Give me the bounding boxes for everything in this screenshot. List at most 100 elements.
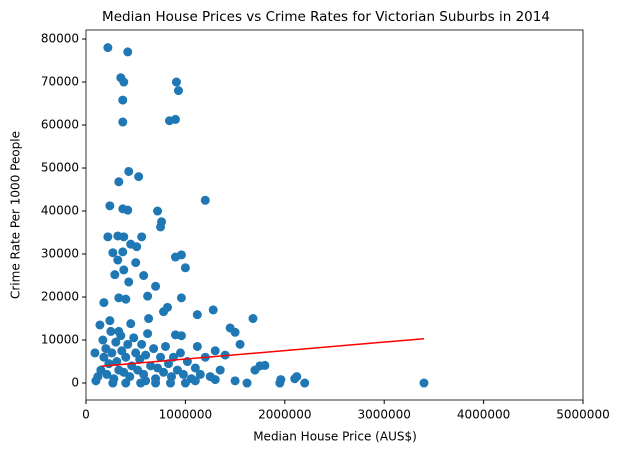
scatter-point bbox=[195, 369, 205, 379]
scatter-point bbox=[178, 369, 188, 379]
y-tick-label: 10000 bbox=[41, 333, 79, 347]
scatter-point bbox=[108, 378, 118, 388]
scatter-point bbox=[192, 341, 202, 351]
scatter-point bbox=[121, 294, 131, 304]
scatter-point bbox=[112, 357, 122, 367]
scatter-point bbox=[292, 372, 302, 382]
scatter-point bbox=[102, 369, 112, 379]
scatter-point bbox=[119, 232, 129, 242]
scatter-point bbox=[176, 293, 186, 303]
y-tick-label: 40000 bbox=[41, 204, 79, 218]
y-tick-label: 60000 bbox=[41, 118, 79, 132]
scatter-point bbox=[149, 344, 159, 354]
scatter-point bbox=[137, 339, 147, 349]
scatter-point bbox=[153, 206, 163, 216]
scatter-point bbox=[156, 222, 166, 232]
scatter-point bbox=[165, 378, 175, 388]
scatter-point bbox=[103, 232, 113, 242]
scatter-point bbox=[98, 335, 108, 345]
scatter-point bbox=[123, 47, 133, 57]
scatter-point bbox=[143, 329, 153, 339]
scatter-point bbox=[175, 348, 185, 358]
scatter-point bbox=[110, 270, 120, 280]
scatter-point bbox=[106, 326, 116, 336]
scatter-point bbox=[104, 359, 114, 369]
scatter-point bbox=[210, 346, 220, 356]
scatter-point bbox=[121, 352, 131, 362]
scatter-point bbox=[141, 350, 151, 360]
scatter-point bbox=[260, 360, 270, 370]
scatter-point bbox=[99, 298, 109, 308]
scatter-point bbox=[126, 319, 136, 329]
y-tick-label: 70000 bbox=[41, 75, 79, 89]
scatter-point bbox=[129, 333, 139, 343]
scatter-point bbox=[170, 114, 180, 124]
scatter-point bbox=[131, 258, 141, 268]
scatter-point bbox=[300, 378, 310, 388]
scatter-point bbox=[173, 86, 183, 96]
scatter-point bbox=[131, 348, 141, 358]
regression-line bbox=[100, 337, 425, 367]
scatter-point bbox=[134, 172, 144, 182]
scatter-point bbox=[114, 326, 124, 336]
scatter-point bbox=[108, 248, 118, 258]
scatter-point bbox=[151, 378, 161, 388]
scatter-point bbox=[200, 195, 210, 205]
scatter-point bbox=[141, 376, 151, 386]
x-tick-label: 2000000 bbox=[258, 408, 311, 422]
x-tick-label: 5000000 bbox=[556, 408, 609, 422]
y-axis-label: Crime Rate Per 1000 People bbox=[9, 131, 23, 299]
y-tick-label: 30000 bbox=[41, 247, 79, 261]
x-tick-label: 4000000 bbox=[457, 408, 510, 422]
y-tick-label: 0 bbox=[71, 376, 79, 390]
scatter-point bbox=[161, 341, 171, 351]
scatter-point bbox=[139, 271, 149, 281]
scatter-point bbox=[159, 307, 169, 317]
scatter-point bbox=[248, 314, 258, 324]
scatter-point bbox=[144, 314, 154, 324]
scatter-point bbox=[159, 367, 169, 377]
scatter-point bbox=[113, 255, 123, 265]
x-tick-label: 1000000 bbox=[159, 408, 212, 422]
plot-frame bbox=[85, 29, 584, 401]
scatter-point bbox=[137, 232, 147, 242]
scatter-point bbox=[118, 95, 128, 105]
scatter-point bbox=[114, 293, 124, 303]
scatter-point bbox=[90, 348, 100, 358]
scatter-point bbox=[123, 339, 133, 349]
scatter-point bbox=[176, 331, 186, 341]
scatter-point bbox=[99, 352, 109, 362]
scatter-point bbox=[123, 205, 133, 215]
scatter-point bbox=[103, 43, 113, 53]
scatter-point bbox=[118, 247, 128, 257]
scatter-point bbox=[124, 277, 134, 287]
scatter-point bbox=[117, 346, 127, 356]
scatter-point bbox=[119, 265, 129, 275]
y-tick-label: 80000 bbox=[41, 32, 79, 46]
scatter-point bbox=[111, 337, 121, 347]
scatter-point bbox=[170, 252, 180, 262]
scatter-point bbox=[156, 352, 166, 362]
scatter-point bbox=[107, 348, 117, 358]
scatter-point bbox=[143, 291, 153, 301]
scatter-point bbox=[276, 375, 286, 385]
scatter-point bbox=[230, 327, 240, 337]
scatter-point bbox=[208, 305, 218, 315]
scatter-point bbox=[132, 242, 142, 252]
scatter-point bbox=[190, 376, 200, 386]
scatter-point bbox=[125, 372, 135, 382]
scatter-point bbox=[215, 365, 225, 375]
scatter-point bbox=[118, 117, 128, 127]
x-tick-label: 0 bbox=[82, 408, 90, 422]
scatter-point bbox=[235, 339, 245, 349]
y-tick-label: 20000 bbox=[41, 290, 79, 304]
scatter-point bbox=[105, 201, 115, 211]
scatter-point bbox=[180, 263, 190, 273]
scatter-point bbox=[151, 281, 161, 291]
scatter-point bbox=[180, 378, 190, 388]
scatter-point bbox=[242, 378, 252, 388]
scatter-point bbox=[192, 310, 202, 320]
scatter-point bbox=[171, 77, 181, 87]
scatter-point bbox=[250, 365, 260, 375]
